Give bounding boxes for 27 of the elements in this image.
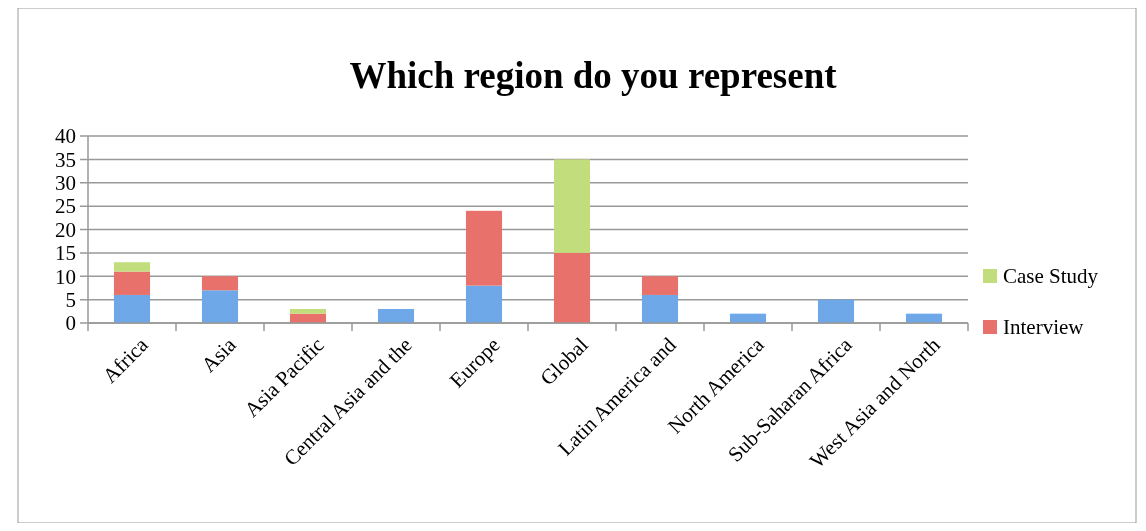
y-tick-label: 10 <box>55 264 76 289</box>
chart-title: Which region do you represent <box>349 55 838 96</box>
y-tick-label: 30 <box>55 171 76 196</box>
bar <box>465 210 503 286</box>
bar <box>201 276 239 291</box>
y-tick-label: 20 <box>55 217 76 242</box>
bar <box>201 290 239 323</box>
y-tick-label: 5 <box>65 287 76 312</box>
y-tick-label: 35 <box>55 147 76 172</box>
legend-label: Interview <box>1003 315 1085 340</box>
bar <box>553 252 591 323</box>
y-tick-label: 0 <box>65 311 76 336</box>
x-tick-label: Asia <box>196 332 242 377</box>
bar <box>553 159 591 253</box>
bar <box>377 308 415 323</box>
y-tick-label: 15 <box>55 241 76 266</box>
bar <box>113 262 151 272</box>
bar <box>113 271 151 295</box>
y-tick-label: 25 <box>55 194 76 219</box>
legend-label: Case Study <box>1003 264 1099 289</box>
y-tick-label: 40 <box>55 124 76 149</box>
bar <box>465 285 503 323</box>
bar <box>289 308 327 314</box>
bar <box>641 294 679 323</box>
bar <box>113 294 151 323</box>
bar <box>817 299 855 323</box>
bar <box>641 276 679 295</box>
